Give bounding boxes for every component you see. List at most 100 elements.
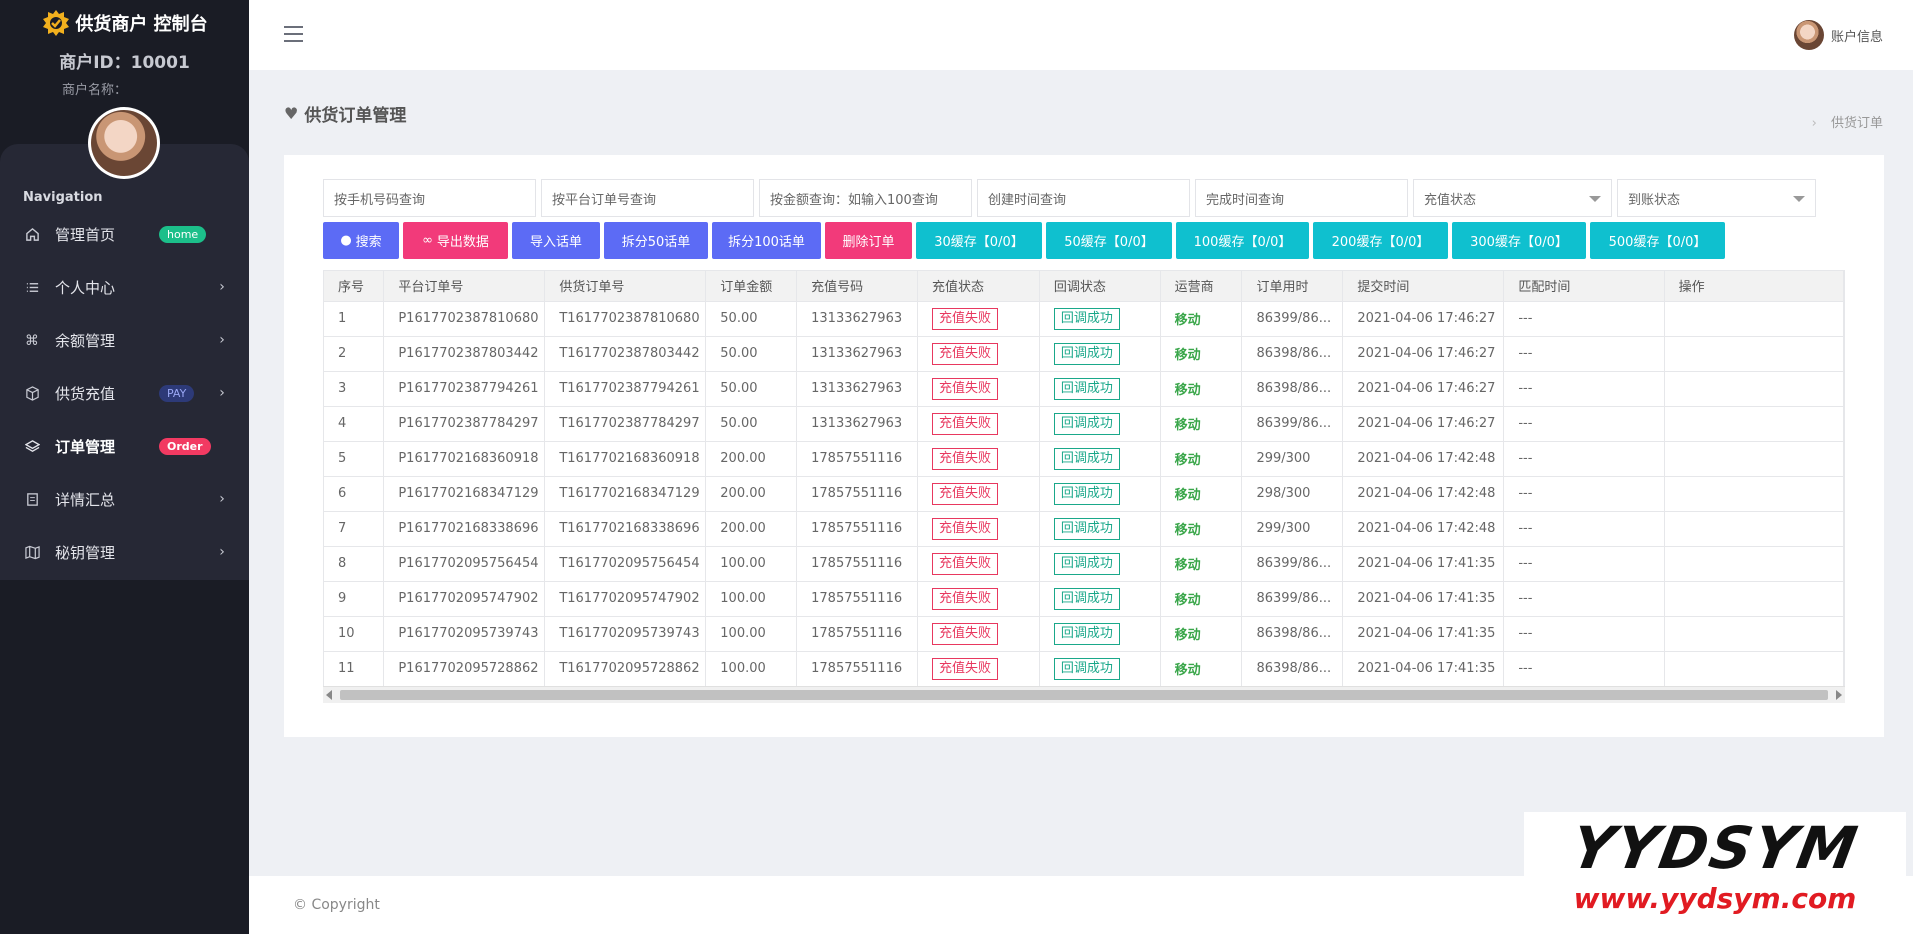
table-cell: 13133627963 [796,371,919,407]
account-label: 账户信息 [1830,29,1883,45]
delete-order-button[interactable]: 删除订单 [825,222,912,259]
table-cell: --- [1503,441,1665,477]
callback-status-badge: 回调成功 [1053,447,1120,470]
table-cell: 2021-04-06 17:41:35 [1342,581,1505,617]
table-cell: P1617702168360918 [383,441,546,477]
import-button[interactable]: 导入话单 [512,222,600,259]
search-button[interactable]: ● 搜索 [323,222,399,259]
table-cell: 100.00 [705,581,798,617]
table-cell: 回调成功 [1039,546,1161,582]
recharge-status-badge: 充值失败 [932,552,999,575]
map-icon [24,545,40,561]
merchant-id: 商户ID：10001 [59,53,190,73]
table-cell: P1617702095747902 [383,581,546,617]
breadcrumb-current[interactable]: 供货订单 [1830,116,1883,131]
recharge-status-badge: 充值失败 [932,342,999,365]
horizontal-scrollbar[interactable] [323,686,1845,703]
table-cell: 充值失败 [917,371,1040,407]
recharge-status-badge: 充值失败 [932,447,999,470]
scroll-left-icon[interactable] [326,690,332,700]
nav-list: 管理首页 home 个人中心 › ⌘ 余额管理 › 供货充值 PAY › [0,208,249,579]
split50-button[interactable]: 拆分50话单 [604,222,708,259]
callback-status-badge: 回调成功 [1053,587,1120,610]
table-cell [1664,441,1844,477]
table-row: 2 P1617702387803442 T1617702387803442 50.00… [324,336,1844,372]
table-cell: 86398/86... [1241,616,1344,652]
scrollbar-thumb[interactable] [340,690,1828,700]
table-cell: --- [1503,581,1665,617]
brand-title: 供货商户 控制台 [75,14,208,35]
table-cell: 回调成功 [1039,616,1161,652]
table-cell: 100.00 [705,651,798,687]
arrival-status-select[interactable]: 到账状态 [1617,179,1816,217]
table-cell: 10 [324,616,385,652]
scroll-right-icon[interactable] [1836,690,1842,700]
breadcrumb-separator-icon: › [1811,116,1817,131]
table-cell: T1617702095747902 [544,581,707,617]
recharge-status-value: 充值状态 [1424,192,1477,208]
recharge-status-select[interactable]: 充值状态 [1413,179,1612,217]
table-row: 1 P1617702387810680 T1617702387810680 50.00… [324,301,1844,337]
callback-status-badge: 回调成功 [1053,517,1120,540]
account-avatar [1793,20,1824,50]
recharge-status-badge: 充值失败 [932,587,999,610]
cache50-button[interactable]: 50缓存【0/0】 [1046,222,1172,259]
table-cell: 200.00 [705,476,798,512]
carrier-cell: 移动 [1160,301,1243,337]
table-cell: 2021-04-06 17:46:27 [1342,336,1505,372]
filter-bar: 按手机号码查询 按平台订单号查询 按金额查询：如输入100查询 创建时间查询 完… [323,179,1821,217]
table-cell: 86399/86... [1241,301,1344,337]
export-button[interactable]: ∞ 导出数据 [403,222,508,259]
account-menu[interactable]: 账户信息 [1793,20,1883,50]
sidebar-item-summary[interactable]: 详情汇总 › [0,473,249,526]
created-time-input[interactable]: 创建时间查询 [977,179,1190,217]
table-cell: 200.00 [705,511,798,547]
sidebar-item-home[interactable]: 管理首页 home [0,208,249,261]
cache200-button[interactable]: 200缓存【0/0】 [1313,222,1448,259]
table-cell: 回调成功 [1039,581,1161,617]
table-cell: T1617702168338696 [544,511,707,547]
table-cell [1664,546,1844,582]
table-cell: 2021-04-06 17:41:35 [1342,651,1505,687]
table-cell: 50.00 [705,336,798,372]
cache300-button[interactable]: 300缓存【0/0】 [1452,222,1586,259]
table-cell: 17857551116 [796,476,919,512]
table-cell: 2021-04-06 17:42:48 [1342,441,1505,477]
table-cell: 充值失败 [917,581,1040,617]
cache100-button[interactable]: 100缓存【0/0】 [1176,222,1309,259]
sidebar-item-orders[interactable]: 订单管理 Order [0,420,249,473]
sidebar-item-label: 秘钥管理 [55,544,116,562]
table-cell: T1617702168347129 [544,476,707,512]
split100-button[interactable]: 拆分100话单 [712,222,821,259]
table-cell: 充值失败 [917,336,1040,372]
watermark-logo-text: YYDSYM [1566,814,1864,882]
table-cell: 2021-04-06 17:46:27 [1342,371,1505,407]
amount-input[interactable]: 按金额查询：如输入100查询 [759,179,972,217]
cache30-button[interactable]: 30缓存【0/0】 [916,222,1042,259]
phone-search-input[interactable]: 按手机号码查询 [323,179,536,217]
col-carrier: 运营商 [1160,271,1243,302]
search-icon: ● [340,233,352,248]
completed-time-input[interactable]: 完成时间查询 [1195,179,1408,217]
col-actions: 操作 [1664,271,1844,302]
cache500-button[interactable]: 500缓存【0/0】 [1590,222,1725,259]
sidebar-item-profile[interactable]: 个人中心 › [0,261,249,314]
platform-order-input[interactable]: 按平台订单号查询 [541,179,754,217]
table-row: 6 P1617702168347129 T1617702168347129 200.0… [324,476,1844,512]
sidebar-item-recharge[interactable]: 供货充值 PAY › [0,367,249,420]
breadcrumb: › 供货订单 [1812,112,1883,131]
table-cell [1664,301,1844,337]
table-cell: T1617702387810680 [544,301,707,337]
sidebar-item-balance[interactable]: ⌘ 余额管理 › [0,314,249,367]
menu-toggle-icon[interactable] [284,26,303,42]
brand: 供货商户 控制台 [0,0,249,46]
badge-order: Order [159,438,211,455]
home-icon [24,227,40,243]
carrier-cell: 移动 [1160,336,1243,372]
avatar[interactable] [88,107,160,179]
sidebar-item-keys[interactable]: 秘钥管理 › [0,526,249,579]
table-row: 7 P1617702168338696 T1617702168338696 200.0… [324,511,1844,547]
carrier-cell: 移动 [1160,581,1243,617]
action-bar: ● 搜索 ∞ 导出数据 导入话单 拆分50话单 拆分100话单 删除订单 30缓… [323,222,1729,259]
table-cell: 13133627963 [796,336,919,372]
